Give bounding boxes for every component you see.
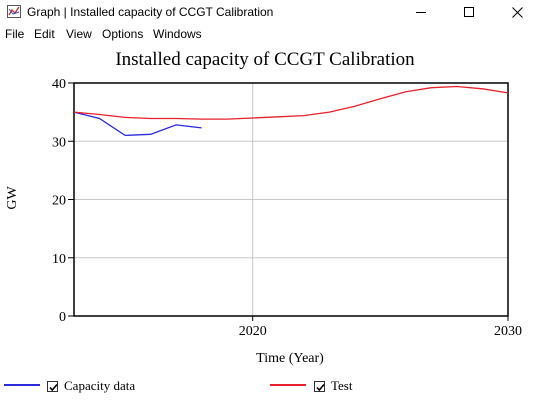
y-tick-label: 30 [52, 135, 66, 150]
y-tick-label: 0 [59, 310, 66, 325]
menu-windows[interactable]: Windows [153, 27, 202, 41]
maximize-button[interactable] [446, 0, 492, 24]
menu-options[interactable]: Options [102, 27, 144, 41]
grid [74, 83, 508, 316]
legend-checkbox-capacity-data[interactable] [47, 381, 58, 392]
checkmark-icon [316, 383, 325, 392]
legend-label-test: Test [331, 378, 353, 393]
legend-checkbox-test[interactable] [314, 381, 325, 392]
y-tick-label: 40 [52, 77, 66, 92]
x-axis-label: Time (Year) [256, 351, 324, 366]
series-line-test [73, 85, 509, 120]
close-icon [511, 6, 523, 18]
minimize-icon [416, 12, 426, 13]
legend-label-capacity-data: Capacity data [64, 378, 136, 393]
checkmark-icon [49, 383, 58, 392]
title-bar: Graph | Installed capacity of CCGT Calib… [0, 0, 552, 24]
minimize-button[interactable] [398, 0, 444, 24]
y-tick-label: 10 [52, 252, 66, 267]
y-axis-label: GW [5, 186, 20, 210]
line-chart: Installed capacity of CCGT Calibration 0… [4, 49, 522, 386]
menu-file[interactable]: File [5, 27, 25, 41]
maximize-icon [464, 7, 474, 17]
menu-view[interactable]: View [66, 27, 92, 41]
x-tick-label: 2020 [239, 324, 267, 339]
chart-window-icon [7, 5, 21, 18]
menu-bar: File Edit View Options Windows [0, 24, 552, 44]
close-button[interactable] [494, 0, 540, 24]
x-tick-label: 2030 [494, 324, 522, 339]
series [73, 85, 509, 137]
graph-area: Installed capacity of CCGT Calibration 0… [0, 44, 552, 407]
menu-edit[interactable]: Edit [34, 27, 55, 41]
y-tick-label: 20 [52, 194, 66, 209]
chart-title: Installed capacity of CCGT Calibration [115, 49, 415, 70]
series-line-capacity-data [73, 111, 202, 137]
window-title: Graph | Installed capacity of CCGT Calib… [27, 5, 274, 19]
